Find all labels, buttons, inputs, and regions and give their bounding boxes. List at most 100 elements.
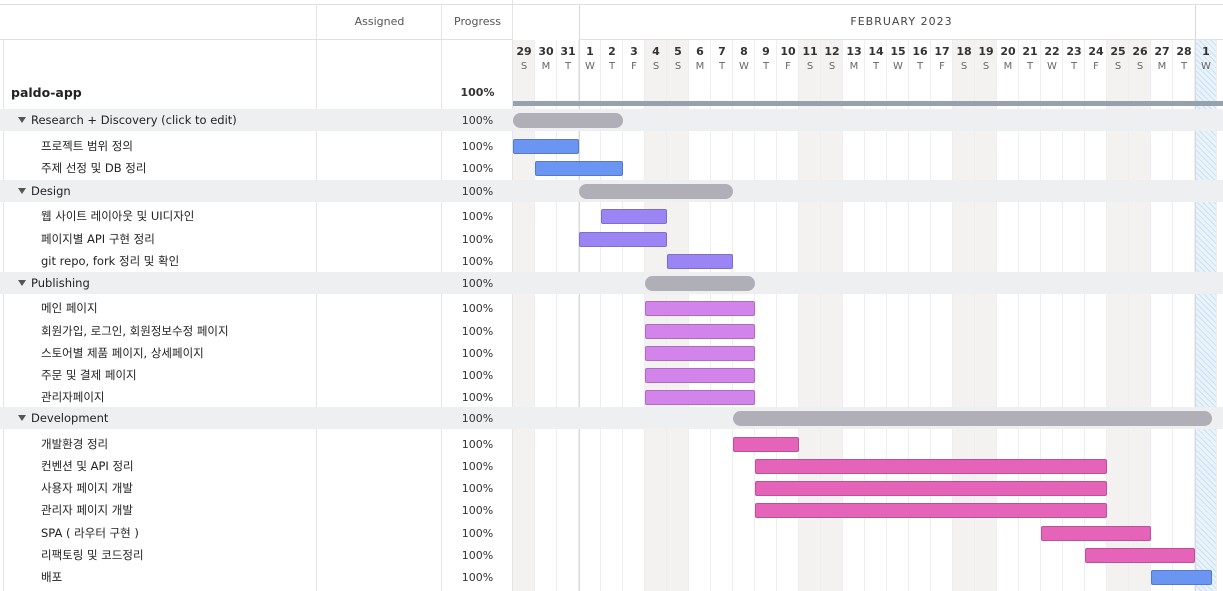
task-row[interactable]: 관리자페이지 100% bbox=[0, 386, 513, 408]
progress-column-header[interactable]: Progress bbox=[454, 15, 501, 28]
row-label: SPA ( 라우터 구현 ) bbox=[41, 526, 139, 540]
group-summary-bar[interactable] bbox=[645, 276, 755, 291]
group-name[interactable]: Development bbox=[18, 407, 108, 429]
row-label: 웹 사이트 레이아웃 및 UI디자인 bbox=[41, 209, 195, 223]
row-label: Publishing bbox=[31, 276, 90, 290]
task-row[interactable]: 배포 100% bbox=[0, 566, 513, 588]
project-row[interactable]: paldo-app 100% bbox=[0, 75, 513, 109]
task-row[interactable]: 페이지별 API 구현 정리 100% bbox=[0, 228, 513, 250]
task-bar[interactable] bbox=[535, 161, 623, 176]
task-name[interactable]: 사용자 페이지 개발 bbox=[41, 477, 133, 499]
collapse-triangle-icon[interactable] bbox=[18, 188, 26, 194]
task-name[interactable]: 주제 선정 및 DB 정리 bbox=[41, 157, 146, 179]
day-number: 21 bbox=[1022, 45, 1038, 58]
weekday-letter: S bbox=[806, 61, 814, 72]
weekday-letter: F bbox=[939, 61, 945, 72]
group-summary-bar[interactable] bbox=[513, 113, 623, 128]
task-bar[interactable] bbox=[513, 139, 579, 154]
task-name[interactable]: 주문 및 결제 페이지 bbox=[41, 364, 137, 386]
progress-value: 100% bbox=[461, 570, 494, 584]
task-bar[interactable] bbox=[579, 232, 667, 247]
task-bar[interactable] bbox=[601, 209, 667, 224]
task-name[interactable]: 페이지별 API 구현 정리 bbox=[41, 228, 155, 250]
weekday-letter: T bbox=[608, 61, 616, 72]
task-bar[interactable] bbox=[667, 254, 733, 269]
task-name[interactable]: 관리자 페이지 개발 bbox=[41, 499, 133, 521]
task-bar[interactable] bbox=[645, 368, 755, 383]
task-row[interactable]: 주문 및 결제 페이지 100% bbox=[0, 364, 513, 386]
task-row[interactable]: 리팩토링 및 코드정리 100% bbox=[0, 544, 513, 566]
task-bar[interactable] bbox=[733, 437, 799, 452]
task-bar[interactable] bbox=[1151, 570, 1212, 585]
progress-value: 100% bbox=[461, 232, 494, 246]
weekday-letter: S bbox=[1114, 61, 1122, 72]
collapse-triangle-icon[interactable] bbox=[18, 117, 26, 123]
task-name[interactable]: 리팩토링 및 코드정리 bbox=[41, 544, 144, 566]
group-row[interactable]: Design 100% bbox=[0, 180, 513, 202]
group-name[interactable]: Research + Discovery (click to edit) bbox=[18, 109, 237, 131]
weekday-letter: W bbox=[585, 61, 595, 72]
task-bar[interactable] bbox=[755, 459, 1107, 474]
progress-value: 100% bbox=[461, 184, 494, 198]
group-name[interactable]: Design bbox=[18, 180, 71, 202]
task-name[interactable]: 웹 사이트 레이아웃 및 UI디자인 bbox=[41, 205, 194, 227]
task-row[interactable]: 스토어별 제품 페이지, 상세페이지 100% bbox=[0, 342, 513, 364]
task-row[interactable]: 메인 페이지 100% bbox=[0, 297, 513, 319]
group-summary-bar[interactable] bbox=[579, 184, 733, 199]
task-name[interactable]: SPA ( 라우터 구현 ) bbox=[41, 522, 139, 544]
weekday-letter: M bbox=[1157, 61, 1167, 72]
day-column bbox=[821, 40, 843, 591]
task-name[interactable]: 회원가입, 로그인, 회원정보수정 페이지 bbox=[41, 320, 229, 342]
header-top-line bbox=[0, 4, 513, 5]
project-name[interactable]: paldo-app bbox=[11, 75, 82, 109]
group-row[interactable]: Research + Discovery (click to edit) 100% bbox=[0, 109, 513, 131]
day-number: 22 bbox=[1044, 45, 1060, 58]
task-bar[interactable] bbox=[755, 503, 1107, 518]
day-column bbox=[733, 40, 755, 591]
task-row[interactable]: 관리자 페이지 개발 100% bbox=[0, 499, 513, 521]
task-row[interactable]: 주제 선정 및 DB 정리 100% bbox=[0, 157, 513, 179]
task-name[interactable]: 메인 페이지 bbox=[41, 297, 98, 319]
task-grid: Assigned Progress paldo-app 100% Research … bbox=[0, 0, 513, 591]
row-label: Research + Discovery (click to edit) bbox=[31, 113, 237, 127]
task-bar[interactable] bbox=[1041, 526, 1151, 541]
day-column bbox=[1019, 40, 1041, 591]
task-row[interactable]: 프로젝트 범위 정의 100% bbox=[0, 135, 513, 157]
task-name[interactable]: 컨벤션 및 API 정리 bbox=[41, 455, 134, 477]
task-name[interactable]: 프로젝트 범위 정의 bbox=[41, 135, 133, 157]
task-row[interactable]: 개발환경 정리 100% bbox=[0, 433, 513, 455]
task-name[interactable]: 개발환경 정리 bbox=[41, 433, 108, 455]
task-name[interactable]: 관리자페이지 bbox=[41, 386, 104, 408]
task-name[interactable]: 스토어별 제품 페이지, 상세페이지 bbox=[41, 342, 204, 364]
assigned-column-header[interactable]: Assigned bbox=[354, 15, 405, 28]
row-label: 메인 페이지 bbox=[41, 301, 98, 315]
task-bar[interactable] bbox=[1085, 548, 1195, 563]
task-row[interactable]: 사용자 페이지 개발 100% bbox=[0, 477, 513, 499]
task-row[interactable]: SPA ( 라우터 구현 ) 100% bbox=[0, 522, 513, 544]
task-bar[interactable] bbox=[645, 346, 755, 361]
row-label: 리팩토링 및 코드정리 bbox=[41, 548, 144, 562]
task-name[interactable]: 배포 bbox=[41, 566, 62, 588]
task-row[interactable]: 컨벤션 및 API 정리 100% bbox=[0, 455, 513, 477]
group-name[interactable]: Publishing bbox=[18, 272, 90, 294]
group-row[interactable]: Development 100% bbox=[0, 407, 513, 429]
collapse-triangle-icon[interactable] bbox=[18, 280, 26, 286]
task-row[interactable]: git repo, fork 정리 및 확인 100% bbox=[0, 250, 513, 272]
weekday-letter: T bbox=[1070, 61, 1078, 72]
project-summary-line[interactable] bbox=[513, 101, 1223, 106]
weekday-letter: M bbox=[849, 61, 859, 72]
grid-left-edge bbox=[3, 40, 4, 591]
group-row[interactable]: Publishing 100% bbox=[0, 272, 513, 294]
collapse-triangle-icon[interactable] bbox=[18, 415, 26, 421]
day-number: 7 bbox=[718, 45, 726, 58]
task-bar[interactable] bbox=[645, 301, 755, 316]
task-bar[interactable] bbox=[645, 390, 755, 405]
group-row-band bbox=[513, 109, 1223, 131]
task-bar[interactable] bbox=[755, 481, 1107, 496]
task-bar[interactable] bbox=[645, 324, 755, 339]
task-row[interactable]: 웹 사이트 레이아웃 및 UI디자인 100% bbox=[0, 205, 513, 227]
task-row[interactable]: 회원가입, 로그인, 회원정보수정 페이지 100% bbox=[0, 320, 513, 342]
task-name[interactable]: git repo, fork 정리 및 확인 bbox=[41, 250, 179, 272]
group-summary-bar[interactable] bbox=[733, 411, 1212, 426]
day-number: 5 bbox=[674, 45, 682, 58]
